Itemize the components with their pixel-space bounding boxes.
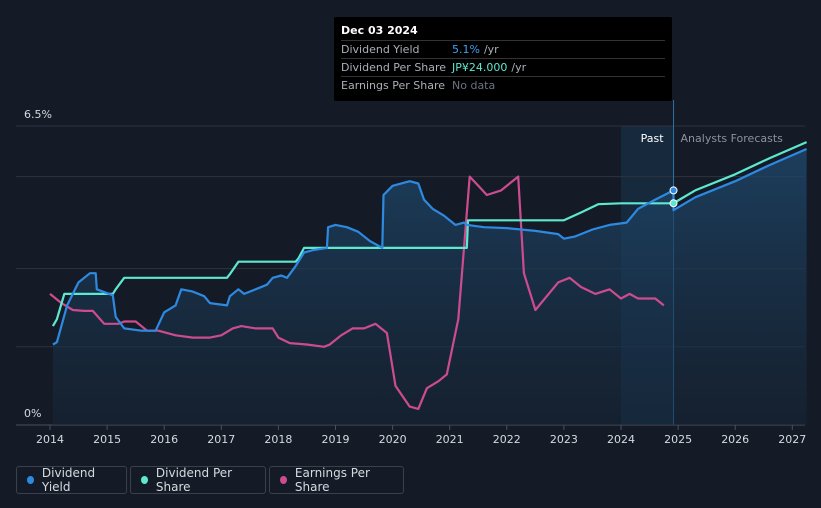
legend-dot-icon: [27, 476, 34, 484]
tooltip-row-dividend-per-share: Dividend Per Share JP¥24.000 /yr: [341, 59, 665, 77]
x-tick-label: 2022: [493, 433, 521, 446]
dividend-yield-line: [52, 180, 674, 346]
tooltip-unit: /yr: [483, 43, 499, 56]
x-tick-label: 2025: [664, 433, 692, 446]
tooltip-label: Earnings Per Share: [341, 79, 446, 92]
tooltip-value: 5.1%: [452, 43, 480, 56]
dividend-yield-marker: [669, 186, 678, 195]
x-tick-label: 2020: [379, 433, 407, 446]
legend-dot-icon: [141, 476, 148, 484]
dividend-per-share-marker: [669, 199, 678, 208]
x-tick-label: 2024: [607, 433, 635, 446]
tooltip-value: JP¥24.000: [452, 61, 508, 74]
legend-label: Earnings Per Share: [294, 466, 370, 494]
legend-label: Dividend Yield: [41, 466, 96, 494]
legend-dividend-yield[interactable]: Dividend Yield: [16, 466, 127, 494]
past-label: Past: [641, 132, 665, 145]
tooltip-unit: /yr: [511, 61, 527, 74]
legend-earnings-per-share[interactable]: Earnings Per Share: [269, 466, 404, 494]
x-tick-label: 2021: [436, 433, 464, 446]
tooltip-row-dividend-yield: Dividend Yield 5.1% /yr: [341, 41, 665, 59]
forecast-label: Analysts Forecasts: [681, 132, 784, 145]
x-tick-label: 2016: [150, 433, 178, 446]
earnings-per-share-line: [49, 175, 665, 410]
tooltip-label: Dividend Yield: [341, 43, 420, 56]
x-tick-label: 2027: [778, 433, 806, 446]
x-tick-label: 2014: [36, 433, 64, 446]
tooltip-value: No data: [452, 79, 496, 92]
tooltip-date: Dec 03 2024: [341, 22, 665, 41]
x-tick-label: 2015: [93, 433, 121, 446]
dividend-yield-forecast-line: [672, 147, 808, 212]
legend-dividend-per-share[interactable]: Dividend Per Share: [130, 466, 266, 494]
x-tick-label: 2019: [322, 433, 350, 446]
x-tick-label: 2023: [550, 433, 578, 446]
tooltip-label: Dividend Per Share: [341, 61, 447, 74]
x-tick-label: 2026: [721, 433, 749, 446]
tooltip-row-earnings-per-share: Earnings Per Share No data: [341, 77, 665, 94]
dividend-yield-area: [52, 149, 807, 425]
chart-tooltip: Dec 03 2024 Dividend Yield 5.1% /yr Divi…: [334, 17, 672, 101]
legend-label: Dividend Per Share: [155, 466, 233, 494]
y-tick-label: 0%: [24, 407, 41, 420]
y-tick-label: 6.5%: [24, 108, 52, 121]
x-tick-label: 2018: [264, 433, 292, 446]
x-tick-label: 2017: [207, 433, 235, 446]
legend-dot-icon: [280, 476, 287, 484]
